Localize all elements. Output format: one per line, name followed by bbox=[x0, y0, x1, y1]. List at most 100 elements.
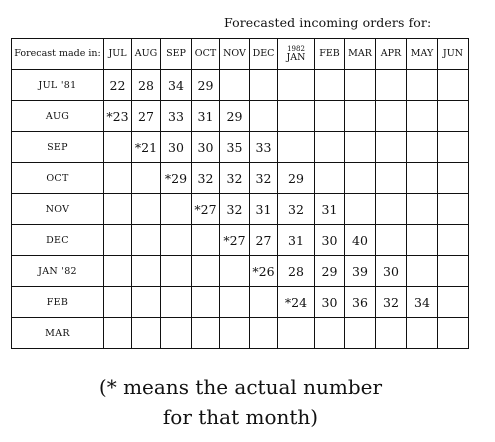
column-header: NOV bbox=[219, 38, 250, 70]
table-cell bbox=[406, 131, 438, 163]
table-cell: 34 bbox=[160, 69, 192, 101]
table-cell bbox=[437, 69, 469, 101]
table-cell bbox=[277, 100, 315, 132]
table-cell bbox=[406, 69, 438, 101]
table-cell bbox=[219, 255, 250, 287]
row-label: SEP bbox=[11, 131, 104, 163]
table-cell bbox=[249, 69, 278, 101]
table-cell bbox=[103, 162, 132, 194]
table-cell bbox=[437, 131, 469, 163]
table-cell: *26 bbox=[249, 255, 278, 287]
table-cell bbox=[375, 131, 407, 163]
table-cell bbox=[131, 193, 161, 225]
table-row: DEC *27 27 31 30 40 bbox=[11, 224, 469, 256]
table-cell bbox=[314, 69, 345, 101]
table-cell: 31 bbox=[249, 193, 278, 225]
forecast-table: Forecast made in: JUL AUG SEP OCT NOV DE… bbox=[11, 38, 469, 349]
table-cell bbox=[191, 255, 220, 287]
table-cell bbox=[160, 255, 192, 287]
table-cell: 29 bbox=[314, 255, 345, 287]
table-cell bbox=[191, 317, 220, 349]
table-cell bbox=[437, 317, 469, 349]
table-cell bbox=[375, 224, 407, 256]
table-cell bbox=[103, 224, 132, 256]
table-cell: 22 bbox=[103, 69, 132, 101]
column-month: OCT bbox=[194, 48, 217, 60]
table-cell bbox=[131, 224, 161, 256]
table-row: JAN '82 *26 28 29 39 30 bbox=[11, 255, 469, 287]
table-cell bbox=[375, 162, 407, 194]
table-cell bbox=[406, 224, 438, 256]
table-cell bbox=[344, 193, 376, 225]
column-header: FEB bbox=[314, 38, 345, 70]
row-label: MAR bbox=[11, 317, 104, 349]
column-header: JUN bbox=[437, 38, 469, 70]
table-cell bbox=[437, 162, 469, 194]
table-cell bbox=[249, 286, 278, 318]
row-label: FEB bbox=[11, 286, 104, 318]
column-header: SEP bbox=[160, 38, 192, 70]
table-cell bbox=[406, 255, 438, 287]
table-cell: 30 bbox=[314, 286, 345, 318]
table-cell bbox=[406, 317, 438, 349]
column-month: JUN bbox=[442, 48, 464, 60]
table-cell bbox=[103, 286, 132, 318]
table-cell bbox=[344, 69, 376, 101]
table-cell bbox=[344, 100, 376, 132]
table-cell bbox=[437, 100, 469, 132]
table-cell: *21 bbox=[131, 131, 161, 163]
table-cell bbox=[437, 286, 469, 318]
row-label: JUL '81 bbox=[11, 69, 104, 101]
table-cell: *29 bbox=[160, 162, 192, 194]
table-cell: 40 bbox=[344, 224, 376, 256]
table-row: OCT *29 32 32 32 29 bbox=[11, 162, 469, 194]
column-month: NOV bbox=[223, 48, 246, 60]
table-cell: *27 bbox=[219, 224, 250, 256]
table-cell: 30 bbox=[314, 224, 345, 256]
table-cell bbox=[131, 317, 161, 349]
table-cell: 31 bbox=[191, 100, 220, 132]
table-cell bbox=[406, 162, 438, 194]
column-month: APR bbox=[380, 48, 402, 60]
table-cell bbox=[191, 286, 220, 318]
table-cell bbox=[314, 317, 345, 349]
table-cell: 27 bbox=[249, 224, 278, 256]
table-cell: 35 bbox=[219, 131, 250, 163]
table-cell: 32 bbox=[375, 286, 407, 318]
row-label: AUG bbox=[11, 100, 104, 132]
row-label: JAN '82 bbox=[11, 255, 104, 287]
column-header: APR bbox=[375, 38, 407, 70]
table-cell bbox=[344, 317, 376, 349]
super-header: Forecasted incoming orders for: bbox=[224, 15, 432, 30]
table-cell bbox=[219, 286, 250, 318]
table-cell: 30 bbox=[160, 131, 192, 163]
table-cell bbox=[160, 224, 192, 256]
table-cell bbox=[314, 162, 345, 194]
table-cell bbox=[406, 193, 438, 225]
column-month: MAY bbox=[410, 48, 434, 60]
table-cell: 29 bbox=[219, 100, 250, 132]
table-cell bbox=[375, 100, 407, 132]
table-cell bbox=[375, 69, 407, 101]
table-cell bbox=[375, 317, 407, 349]
table-cell bbox=[249, 317, 278, 349]
table-cell: 32 bbox=[191, 162, 220, 194]
table-cell bbox=[103, 255, 132, 287]
table-cell: 28 bbox=[131, 69, 161, 101]
table-cell: 31 bbox=[277, 224, 315, 256]
table-row: NOV *27 32 31 32 31 bbox=[11, 193, 469, 225]
header-row: Forecast made in: JUL AUG SEP OCT NOV DE… bbox=[11, 38, 469, 70]
table-cell bbox=[160, 193, 192, 225]
table-cell bbox=[277, 69, 315, 101]
column-month: JUL bbox=[108, 48, 127, 60]
table-row: JUL '81 22 28 34 29 bbox=[11, 69, 469, 101]
table-cell bbox=[191, 224, 220, 256]
column-header: OCT bbox=[191, 38, 220, 70]
table-cell bbox=[437, 224, 469, 256]
row-label: NOV bbox=[11, 193, 104, 225]
table-cell bbox=[131, 162, 161, 194]
column-header: MAR bbox=[344, 38, 376, 70]
column-month: FEB bbox=[319, 48, 340, 60]
table-cell: 34 bbox=[406, 286, 438, 318]
table-cell bbox=[219, 69, 250, 101]
